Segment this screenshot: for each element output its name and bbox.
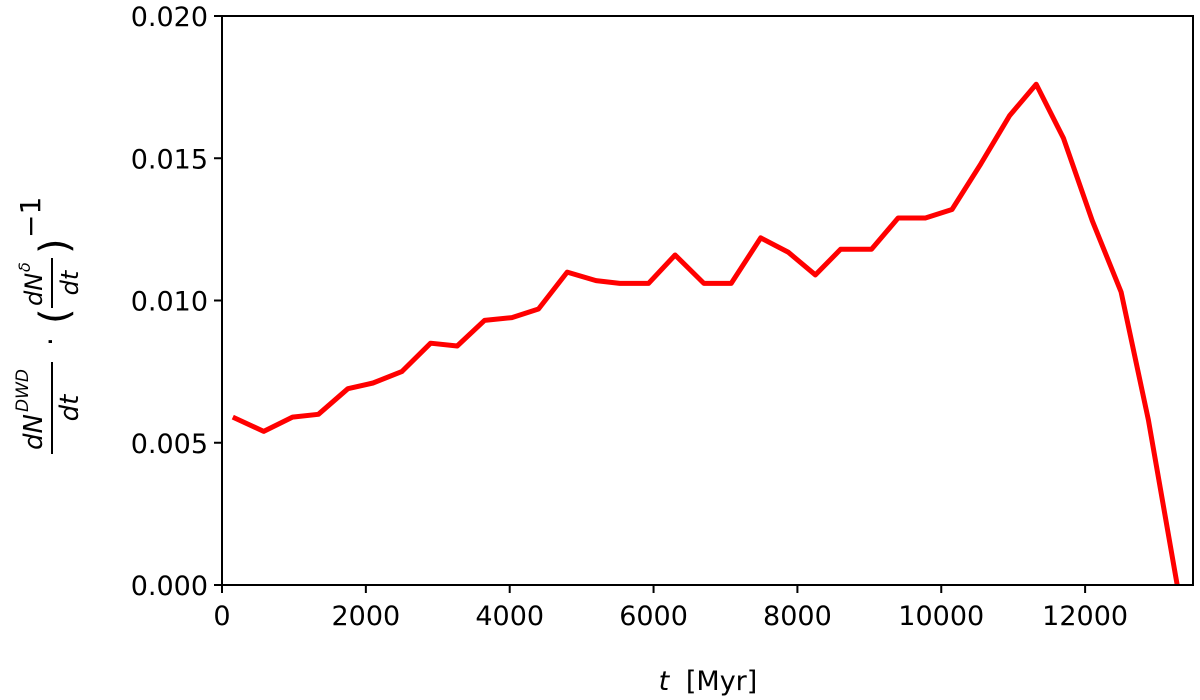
ylabel-open-paren: ( xyxy=(32,308,78,324)
x-tick-label: 4000 xyxy=(475,601,544,632)
ylabel-dot: · xyxy=(34,337,67,346)
ylabel-sup2: δ xyxy=(15,262,34,272)
y-tick-label: 0.020 xyxy=(131,2,208,33)
x-tick-label: 12000 xyxy=(1042,601,1128,632)
y-tick-label: 0.015 xyxy=(131,144,208,175)
y-tick-label: 0.000 xyxy=(131,571,208,602)
ylabel-den1: dt xyxy=(55,394,85,422)
x-axis-label-unit: [Myr] xyxy=(686,666,757,697)
x-tick-label: 2000 xyxy=(331,601,400,632)
series-line-0 xyxy=(231,81,1180,586)
x-axis-label: t [Myr] xyxy=(659,666,758,697)
ylabel-num2: dN xyxy=(20,273,48,306)
ylabel-close-paren: ) xyxy=(32,238,78,254)
y-axis-label: dN DWD dt · ( dN δ dt ) −1 xyxy=(13,197,85,454)
plot-frame xyxy=(221,15,1194,586)
ylabel-num1: dN xyxy=(19,414,49,450)
x-axis-label-variable: t xyxy=(659,666,671,697)
y-axis: 0.000 0.005 0.010 0.015 0.020 xyxy=(131,2,222,602)
ylabel-sup1: DWD xyxy=(13,369,33,412)
x-tick-label: 0 xyxy=(213,601,230,632)
ylabel-exponent: −1 xyxy=(14,197,47,238)
y-tick-label: 0.010 xyxy=(131,287,208,318)
x-tick-label: 8000 xyxy=(763,601,832,632)
y-tick-label: 0.005 xyxy=(131,429,208,460)
x-axis: 0 2000 4000 6000 8000 10000 12000 xyxy=(213,585,1128,632)
x-tick-label: 6000 xyxy=(619,601,688,632)
x-tick-label: 10000 xyxy=(898,601,984,632)
ylabel-den2: dt xyxy=(56,269,84,295)
plot-area xyxy=(231,81,1180,586)
